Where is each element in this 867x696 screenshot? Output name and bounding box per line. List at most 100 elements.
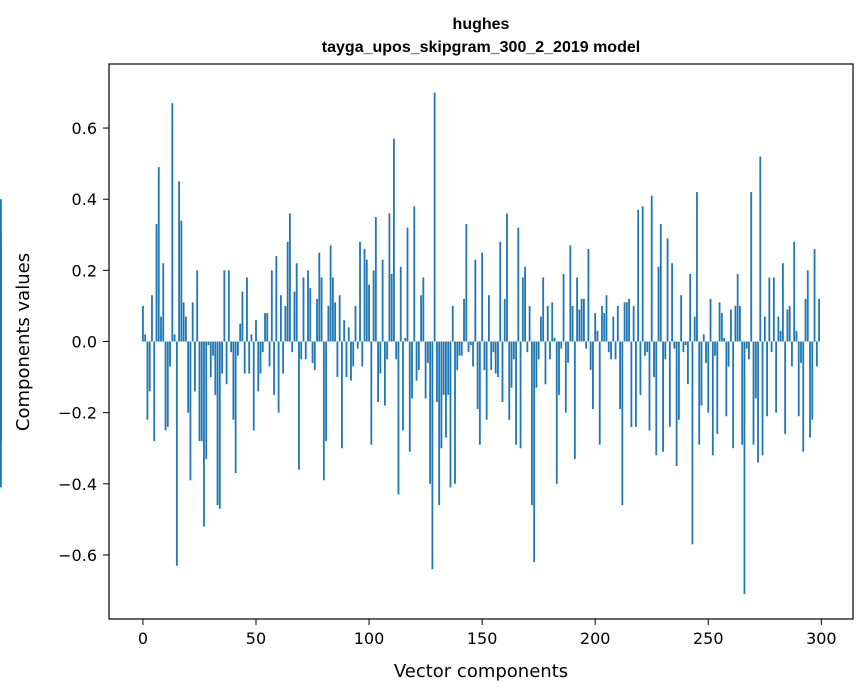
bar [594,313,597,342]
bar [225,341,228,385]
bar [341,341,343,449]
bar [175,341,178,566]
bar [494,341,497,374]
bar [187,341,190,413]
bar [273,341,275,395]
bar [180,220,183,342]
x-tick-label: 50 [246,629,266,648]
bar [372,270,375,342]
bar [293,291,296,342]
bar [406,227,409,342]
bar [567,341,569,363]
bar [160,316,162,342]
bar [700,341,703,406]
bar [0,341,2,488]
bar [379,341,382,374]
bar [261,341,264,353]
bar [553,337,556,342]
bar [573,341,576,459]
bar [673,341,676,349]
bar [603,313,606,342]
x-tick-label: 100 [354,629,385,648]
bar [524,266,526,342]
bar [334,302,337,342]
y-tick-label: 0.6 [72,119,97,138]
y-tick-label: −0.2 [58,404,97,423]
bar [169,341,171,367]
bar [289,213,291,342]
bar [802,341,805,452]
bar [223,270,226,342]
bar [650,195,653,342]
bar [171,103,174,342]
bar [485,341,488,420]
bar [499,241,502,342]
bar [404,337,407,342]
bar [178,181,181,342]
bar [639,341,642,395]
bar [343,320,346,342]
bar [284,305,287,342]
bar [501,341,504,402]
bar [488,295,490,342]
y-tick-label: −0.6 [58,546,97,565]
bar [474,259,477,342]
bar [302,277,305,342]
bar [445,341,447,438]
bar [714,341,716,356]
bar [772,277,775,342]
bar [377,341,380,402]
bar [440,341,443,449]
bar [519,341,522,449]
bar [246,277,248,342]
bar [422,277,425,342]
bar [693,316,696,342]
bar [546,305,549,342]
bar [368,284,370,342]
y-tick-label: 0.0 [72,333,97,352]
bar [668,341,671,427]
bar [424,341,427,399]
bar [370,341,373,445]
bar [411,341,413,399]
bar [720,313,723,342]
bar [237,341,239,356]
bar [194,341,196,392]
bar [648,341,651,431]
bar [711,341,714,456]
bar [601,305,603,342]
bar [205,341,208,459]
bar [781,263,784,342]
bar [788,305,791,342]
bar [515,341,517,445]
bar [451,305,454,342]
bar [207,341,210,346]
bar [569,245,572,342]
bar [691,341,694,545]
bar [736,273,739,342]
bar [456,341,459,370]
bar [677,341,680,420]
bar [214,341,217,395]
bar [698,341,701,445]
bar [374,216,377,342]
bar [442,341,445,395]
bar [420,295,422,342]
bar [157,167,160,342]
bar [476,341,479,410]
bar [560,341,563,349]
bar [748,341,750,360]
bar [196,270,199,342]
bar [684,341,687,346]
bar [277,341,280,413]
bar [666,238,669,342]
bar [259,341,262,374]
bar [313,341,316,370]
bar [506,213,508,342]
bar [621,341,624,506]
bar [623,302,626,342]
bar [653,341,655,378]
x-tick-label: 200 [580,629,611,648]
bar [320,277,323,342]
bar [578,309,581,342]
